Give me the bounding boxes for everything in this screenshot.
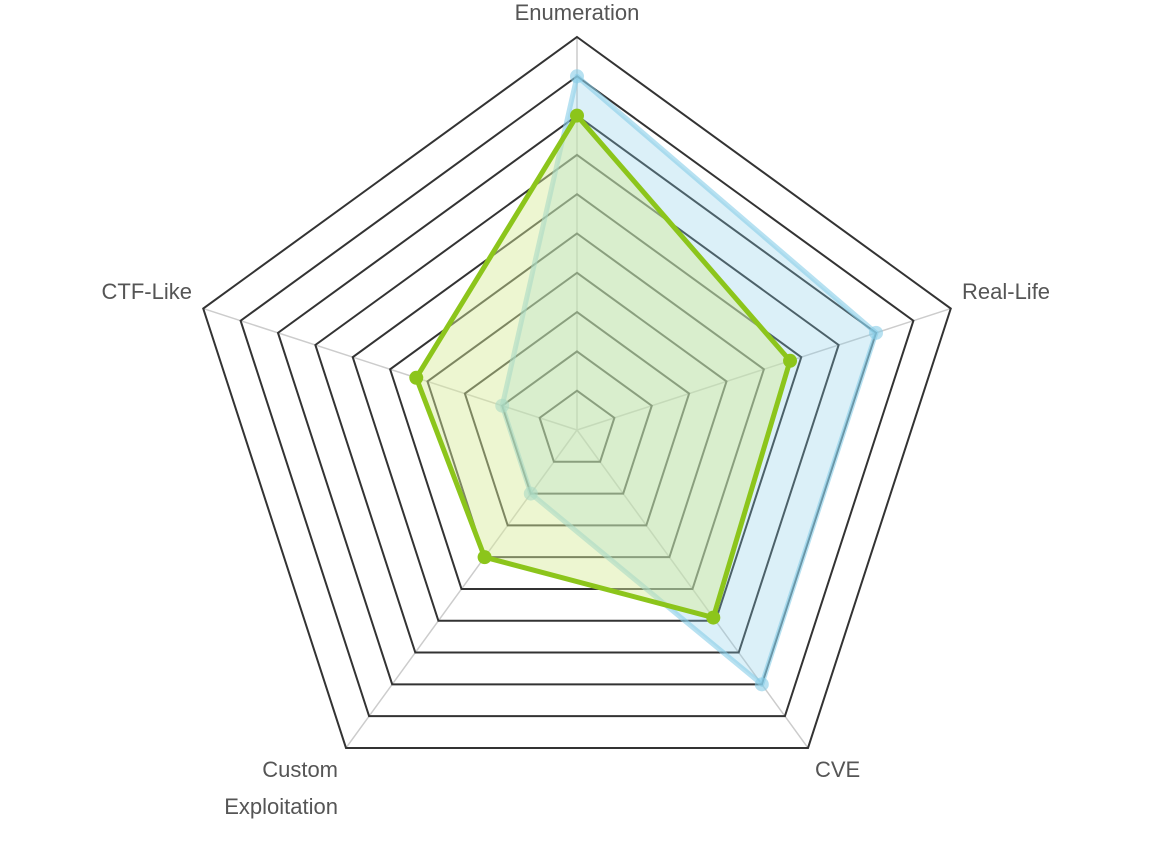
data-point bbox=[477, 550, 492, 565]
data-point bbox=[706, 610, 721, 625]
data-point bbox=[570, 108, 584, 123]
category-label: CTF-Like bbox=[101, 279, 192, 304]
grid-ring bbox=[202, 35, 952, 749]
grid-ring bbox=[388, 232, 766, 590]
category-label: Real-Life bbox=[962, 279, 1051, 304]
data-point bbox=[495, 398, 510, 413]
series-area bbox=[499, 73, 879, 687]
category-label: Custom Exploitation bbox=[224, 757, 338, 819]
category-label: Enumeration bbox=[514, 0, 640, 25]
grid-ring bbox=[501, 350, 653, 495]
grid-ring bbox=[538, 389, 616, 463]
grid-ring bbox=[426, 271, 728, 559]
data-point bbox=[754, 677, 769, 692]
grid-ring bbox=[314, 153, 840, 654]
category-label: CVE bbox=[815, 757, 861, 782]
series-area bbox=[413, 113, 793, 621]
data-point bbox=[869, 325, 884, 340]
data-point bbox=[570, 69, 584, 84]
data-point bbox=[783, 353, 798, 368]
grid-ring bbox=[239, 75, 915, 718]
grid-ring bbox=[276, 114, 878, 686]
grid-ring bbox=[463, 310, 691, 527]
data-point bbox=[523, 486, 538, 501]
data-point bbox=[409, 370, 424, 385]
